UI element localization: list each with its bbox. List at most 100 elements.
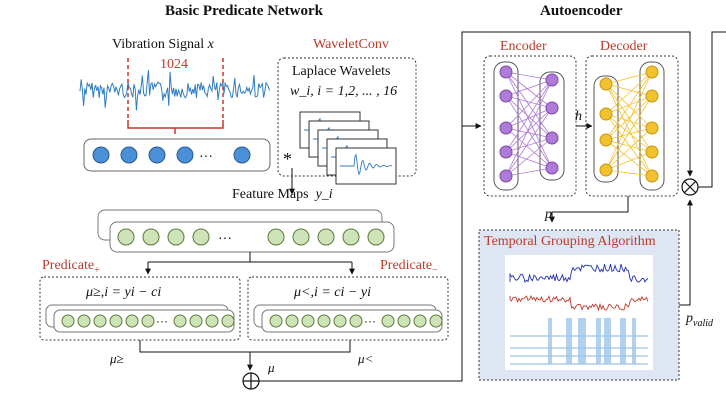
- decoder-edge: [605, 113, 653, 177]
- decoder-node: [645, 65, 659, 79]
- predicate-node: [173, 314, 187, 328]
- decoder-node: [599, 77, 613, 91]
- encoder-label: Encoder: [500, 39, 547, 54]
- conv-symbol: *: [283, 149, 292, 169]
- feature-node: [292, 228, 310, 246]
- decoder-node: [599, 107, 613, 121]
- ellipsis: ···: [364, 314, 376, 328]
- vibration-signal-waveform: [79, 70, 271, 111]
- encoder-edge: [505, 95, 553, 139]
- decoder-edge: [605, 83, 653, 97]
- predicate-node: [285, 314, 299, 328]
- p-path: [549, 196, 629, 223]
- input-node: [233, 146, 251, 164]
- decoder-node: [645, 89, 659, 103]
- oplus-to-autoencoder-line: [259, 126, 463, 382]
- encoder-edge: [505, 95, 553, 169]
- predicate-node: [381, 314, 395, 328]
- encoder-edge: [505, 71, 553, 109]
- encoder-node: [545, 101, 559, 115]
- wavelet-subtitle: Laplace Wavelets: [292, 64, 391, 79]
- window-length-label: 1024: [160, 57, 188, 72]
- encoder-node: [499, 145, 513, 159]
- decoder-edge: [605, 95, 653, 115]
- predicate-node: [189, 314, 203, 328]
- wavelet-title: WaveletConv: [313, 37, 389, 52]
- predicate-node: [397, 314, 411, 328]
- decoder-node: [645, 145, 659, 159]
- header-autoencoder: Autoencoder: [540, 3, 623, 19]
- predicate-split-line: [148, 252, 352, 263]
- predicate-node: [269, 314, 283, 328]
- predicate-node: [333, 314, 347, 328]
- input-node-row: ···: [92, 146, 251, 164]
- feature-node: [342, 228, 360, 246]
- predicate-node: [349, 314, 363, 328]
- predicate-node: [77, 314, 91, 328]
- feature-node: [167, 228, 185, 246]
- encoder-edge: [505, 95, 553, 109]
- decoder-node: [645, 121, 659, 135]
- p-valid-path: [679, 199, 693, 306]
- predicate-plus-label: Predicate+: [42, 258, 100, 276]
- tga-red-trace: [509, 295, 649, 312]
- predicate-node: [429, 314, 443, 328]
- encoder-edge: [505, 107, 553, 153]
- input-node: [148, 146, 166, 164]
- encoder-edge: [505, 71, 553, 169]
- signal-trace: [79, 70, 271, 111]
- predicate-node: [61, 314, 75, 328]
- wavelet-curve: [340, 153, 393, 176]
- input-node: [176, 146, 194, 164]
- encoder-edge: [505, 79, 553, 177]
- predicate-node: [221, 314, 235, 328]
- tga-group-bar: [578, 318, 586, 364]
- vibration-signal-label: Vibration Signal x: [112, 37, 214, 52]
- encoder-edge: [505, 127, 553, 169]
- tga-group-bar: [596, 318, 601, 364]
- feature-node: [192, 228, 210, 246]
- ellipsis: ···: [218, 229, 232, 245]
- predicate-ge-formula: μ≥,i = yi − ci: [86, 285, 162, 300]
- tga-group-bar: [566, 318, 572, 364]
- encoder-node: [545, 73, 559, 87]
- tga-group-bar: [548, 318, 552, 364]
- decoder-edge: [605, 95, 653, 171]
- h-label: h: [575, 109, 582, 124]
- decoder-node: [599, 163, 613, 177]
- encoder-edge: [505, 79, 553, 97]
- decoder-edge: [605, 83, 653, 177]
- tga-blue-trace: [509, 263, 649, 283]
- encoder-edge: [505, 71, 553, 139]
- predicate-node: [317, 314, 331, 328]
- encoder-edge: [505, 137, 553, 177]
- tga-group-bar: [620, 318, 626, 364]
- tga-group-bar: [632, 318, 636, 364]
- otimes-cross: [683, 180, 697, 194]
- encoder-node: [545, 161, 559, 175]
- ellipsis: ···: [199, 147, 213, 163]
- feature-node: [367, 228, 385, 246]
- encoder-edge: [505, 127, 553, 139]
- predicate-minus-label: Predicate−: [380, 258, 438, 276]
- predicate-node: [125, 314, 139, 328]
- decoder-edge: [605, 71, 653, 85]
- predicate-node: [301, 314, 315, 328]
- feature-node-row: ···: [117, 228, 385, 246]
- predicate-node: [205, 314, 219, 328]
- encoder-edge: [505, 79, 553, 153]
- otimes-output-line: [698, 31, 726, 188]
- predicate-node: [93, 314, 107, 328]
- decoder-edge: [605, 169, 653, 177]
- mu-lt-label: μ<: [358, 351, 374, 366]
- predicate-node-rows: ··· ···: [61, 314, 443, 328]
- input-node: [120, 146, 138, 164]
- decoder-edge: [605, 127, 653, 141]
- predicate-node: [413, 314, 427, 328]
- encoder-node: [499, 89, 513, 103]
- predicate-node: [141, 314, 155, 328]
- ellipsis: ···: [156, 314, 168, 328]
- autoencoder-frame: [461, 31, 691, 160]
- encoder-edge: [505, 151, 553, 169]
- encoder-edge: [505, 79, 553, 129]
